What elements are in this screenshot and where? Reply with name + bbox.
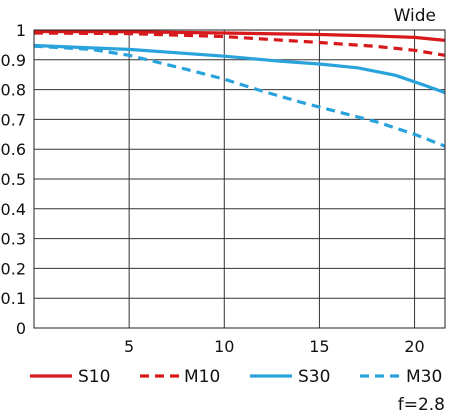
y-tick-label: 0.5: [1, 170, 26, 189]
series-line-m30: [33, 44, 446, 148]
y-tick-label: 0.2: [1, 259, 26, 278]
y-tick-label: 0: [16, 319, 26, 338]
legend-label-m30: M30: [406, 367, 442, 387]
plot-frame: [33, 29, 446, 329]
corner-label: Wide: [394, 6, 436, 26]
x-tick-label: 5: [124, 337, 134, 356]
y-tick-label: 0.4: [1, 200, 26, 219]
x-tick-label: 15: [309, 337, 329, 356]
y-tick-label: 0.7: [1, 110, 26, 129]
series-line-s30: [33, 43, 446, 95]
grid-lines: [34, 29, 445, 329]
tick-labels: 00.10.20.30.40.50.60.70.80.915 10 15 20: [1, 21, 425, 356]
x-tick-label: 20: [404, 337, 424, 356]
legend: S10 M10 S30 M30: [30, 367, 442, 387]
series-line-m10: [33, 31, 446, 57]
x-tick-label: 10: [214, 337, 234, 356]
y-tick-label: 0.6: [1, 140, 26, 159]
series-line-s10: [33, 29, 446, 42]
y-tick-label: 1: [16, 21, 26, 40]
y-tick-label: 0.3: [1, 230, 26, 249]
y-tick-label: 0.1: [1, 289, 26, 308]
series-lines: [33, 29, 446, 148]
legend-label-s10: S10: [78, 367, 110, 387]
footnote: f=2.8: [398, 395, 445, 415]
legend-label-s30: S30: [298, 367, 330, 387]
legend-label-m10: M10: [184, 367, 220, 387]
y-tick-label: 0.9: [1, 51, 26, 70]
y-tick-label: 0.8: [1, 81, 26, 100]
